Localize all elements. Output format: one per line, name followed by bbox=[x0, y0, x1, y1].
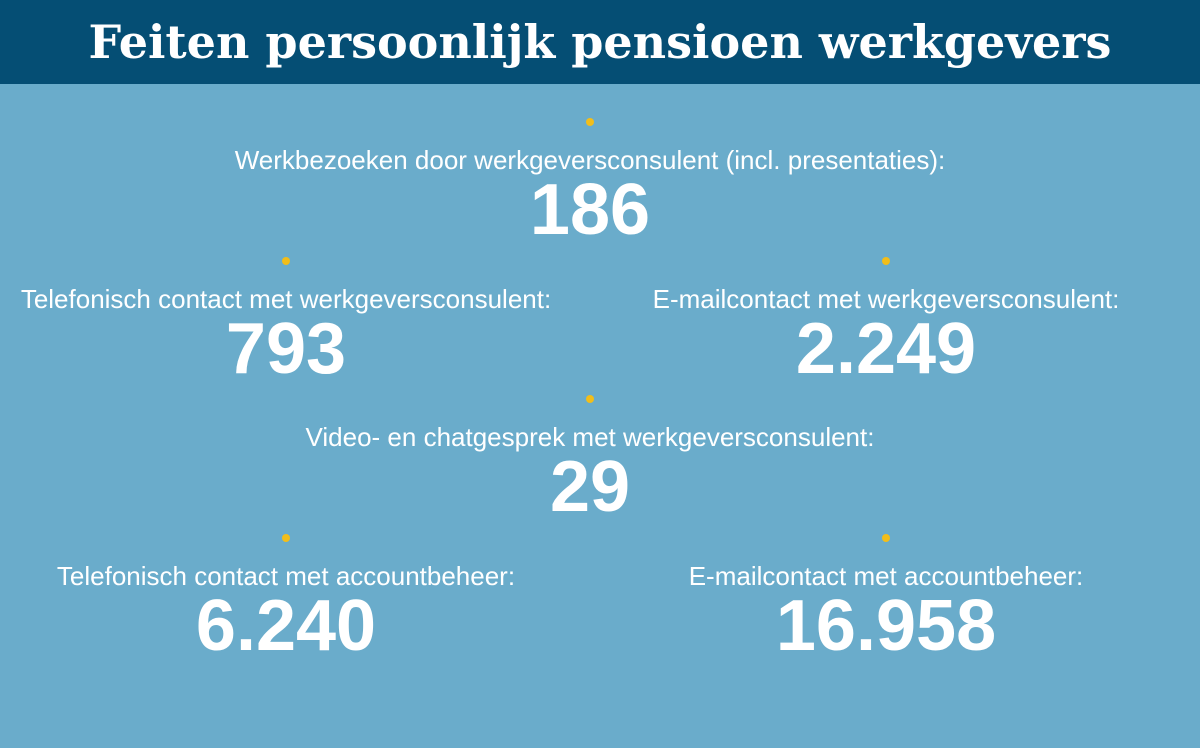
stat-telefonisch-werkgeversconsulent: Telefonisch contact met werkgeversconsul… bbox=[0, 257, 572, 397]
stats-panel bbox=[0, 84, 1200, 748]
bullet-dot bbox=[282, 534, 290, 542]
bullet-dot bbox=[586, 118, 594, 126]
stat-video-chat: Video- en chatgesprek met werkgeverscons… bbox=[200, 395, 980, 535]
bullet-dot bbox=[882, 534, 890, 542]
stat-value: 6.240 bbox=[195, 586, 377, 666]
stat-value: 29 bbox=[549, 447, 631, 527]
stat-value: 186 bbox=[529, 170, 651, 250]
stat-label: Telefonisch contact met werkgeversconsul… bbox=[20, 284, 552, 314]
stat-email-accountbeheer: E-mailcontact met accountbeheer: 16.958 bbox=[600, 534, 1172, 674]
stat-label: Video- en chatgesprek met werkgeverscons… bbox=[305, 422, 875, 452]
stat-label: Telefonisch contact met accountbeheer: bbox=[56, 561, 516, 591]
bullet-dot bbox=[586, 395, 594, 403]
page-title: Feiten persoonlijk pensioen werkgevers bbox=[88, 15, 1112, 69]
stat-telefonisch-accountbeheer: Telefonisch contact met accountbeheer: 6… bbox=[0, 534, 572, 674]
stat-label: Werkbezoeken door werkgeversconsulent (i… bbox=[234, 145, 946, 175]
stat-werkbezoeken: Werkbezoeken door werkgeversconsulent (i… bbox=[200, 118, 980, 258]
stat-value: 2.249 bbox=[795, 309, 977, 389]
header-bar: Feiten persoonlijk pensioen werkgevers bbox=[0, 0, 1200, 84]
stat-label: E-mailcontact met accountbeheer: bbox=[688, 561, 1084, 591]
bullet-dot bbox=[282, 257, 290, 265]
bullet-dot bbox=[882, 257, 890, 265]
stat-value: 16.958 bbox=[775, 586, 997, 666]
stat-email-werkgeversconsulent: E-mailcontact met werkgeversconsulent: 2… bbox=[600, 257, 1172, 397]
stat-value: 793 bbox=[225, 309, 347, 389]
stat-label: E-mailcontact met werkgeversconsulent: bbox=[652, 284, 1120, 314]
